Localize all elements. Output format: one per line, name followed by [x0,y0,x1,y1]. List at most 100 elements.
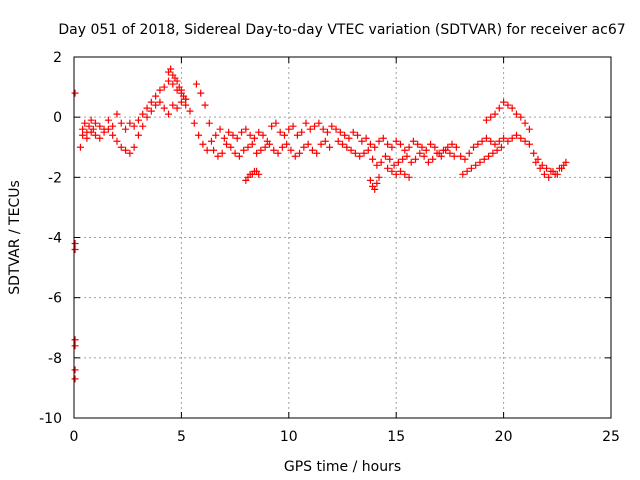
data-point [326,143,334,151]
data-point [71,375,79,383]
data-point [442,146,450,154]
ticks-layer: 0 5 10 15 20 25 -10 -8 -6 -4 -2 0 2 [39,50,620,445]
data-point [165,110,173,118]
data-point [392,170,400,178]
data-point [394,158,402,166]
data-point [412,155,420,163]
data-point [401,170,409,178]
data-point [416,149,424,157]
data-point [403,152,411,160]
data-point [91,131,99,139]
data-point [500,134,508,142]
data-point [549,167,557,175]
data-point [270,146,278,154]
data-point [199,140,207,148]
data-point [306,125,314,133]
data-point [207,137,215,145]
y-tick-label: -8 [48,351,62,367]
data-point [319,125,327,133]
data-point [71,342,79,350]
data-point [276,128,284,136]
data-point [457,152,465,160]
data-point [250,134,258,142]
data-point [339,140,346,148]
data-point [448,140,456,148]
data-point [216,125,224,133]
data-point [147,98,155,106]
data-point [139,122,147,130]
data-point [381,152,389,160]
x-tick-label: 25 [602,429,620,445]
data-point [336,128,344,136]
data-point [287,146,295,154]
data-point [203,146,211,154]
y-tick-label: 0 [53,110,62,126]
data-point [459,170,467,178]
data-point [424,158,432,166]
data-point [296,149,304,157]
data-point [143,113,151,121]
data-point [379,134,387,142]
y-tick-label: -6 [48,291,62,307]
data-point [281,131,289,139]
data-point [366,140,374,148]
data-point [283,140,291,148]
data-point [79,125,87,133]
data-point [463,167,471,175]
y-tick-label: 2 [53,50,62,66]
data-point [104,125,112,133]
data-point [545,173,553,181]
data-point [192,80,200,88]
data-point [109,122,117,130]
data-point [167,65,175,73]
data-point [390,161,398,169]
data-point [248,140,256,148]
data-point [504,137,512,145]
data-point [177,86,185,94]
data-point [517,134,525,142]
data-point [341,131,349,139]
chart-title: Day 051 of 2018, Sidereal Day-to-day VTE… [58,22,625,38]
data-point [190,119,198,127]
data-point [558,164,566,172]
data-point [212,131,220,139]
data-point [113,110,121,118]
data-point [152,92,160,100]
data-point [543,164,551,172]
data-point [323,128,331,136]
data-point [562,158,570,166]
data-point [83,134,91,142]
x-tick-label: 20 [495,429,513,445]
data-point [218,149,226,157]
data-point [508,134,516,142]
data-point [71,240,79,248]
data-point [156,86,164,94]
data-point [433,149,441,157]
data-point [392,137,400,145]
data-point [134,131,142,139]
points-layer [71,65,570,383]
data-point [246,131,254,139]
y-tick-label: -2 [48,170,62,186]
data-point [362,134,370,142]
data-point [405,143,413,151]
data-point [87,116,95,124]
data-point [476,158,484,166]
data-point [396,167,404,175]
data-point [278,143,286,151]
data-point [235,152,243,160]
data-point [165,77,173,85]
data-point [240,146,248,154]
data-point [375,137,383,145]
data-point [177,98,185,106]
data-point [91,119,99,127]
data-point [117,119,125,127]
data-point [521,119,529,127]
data-point [223,140,231,148]
data-point [201,101,209,109]
data-point [420,152,428,160]
data-point [268,122,276,130]
data-point [130,143,138,151]
data-point [495,137,503,145]
data-point [227,143,235,151]
